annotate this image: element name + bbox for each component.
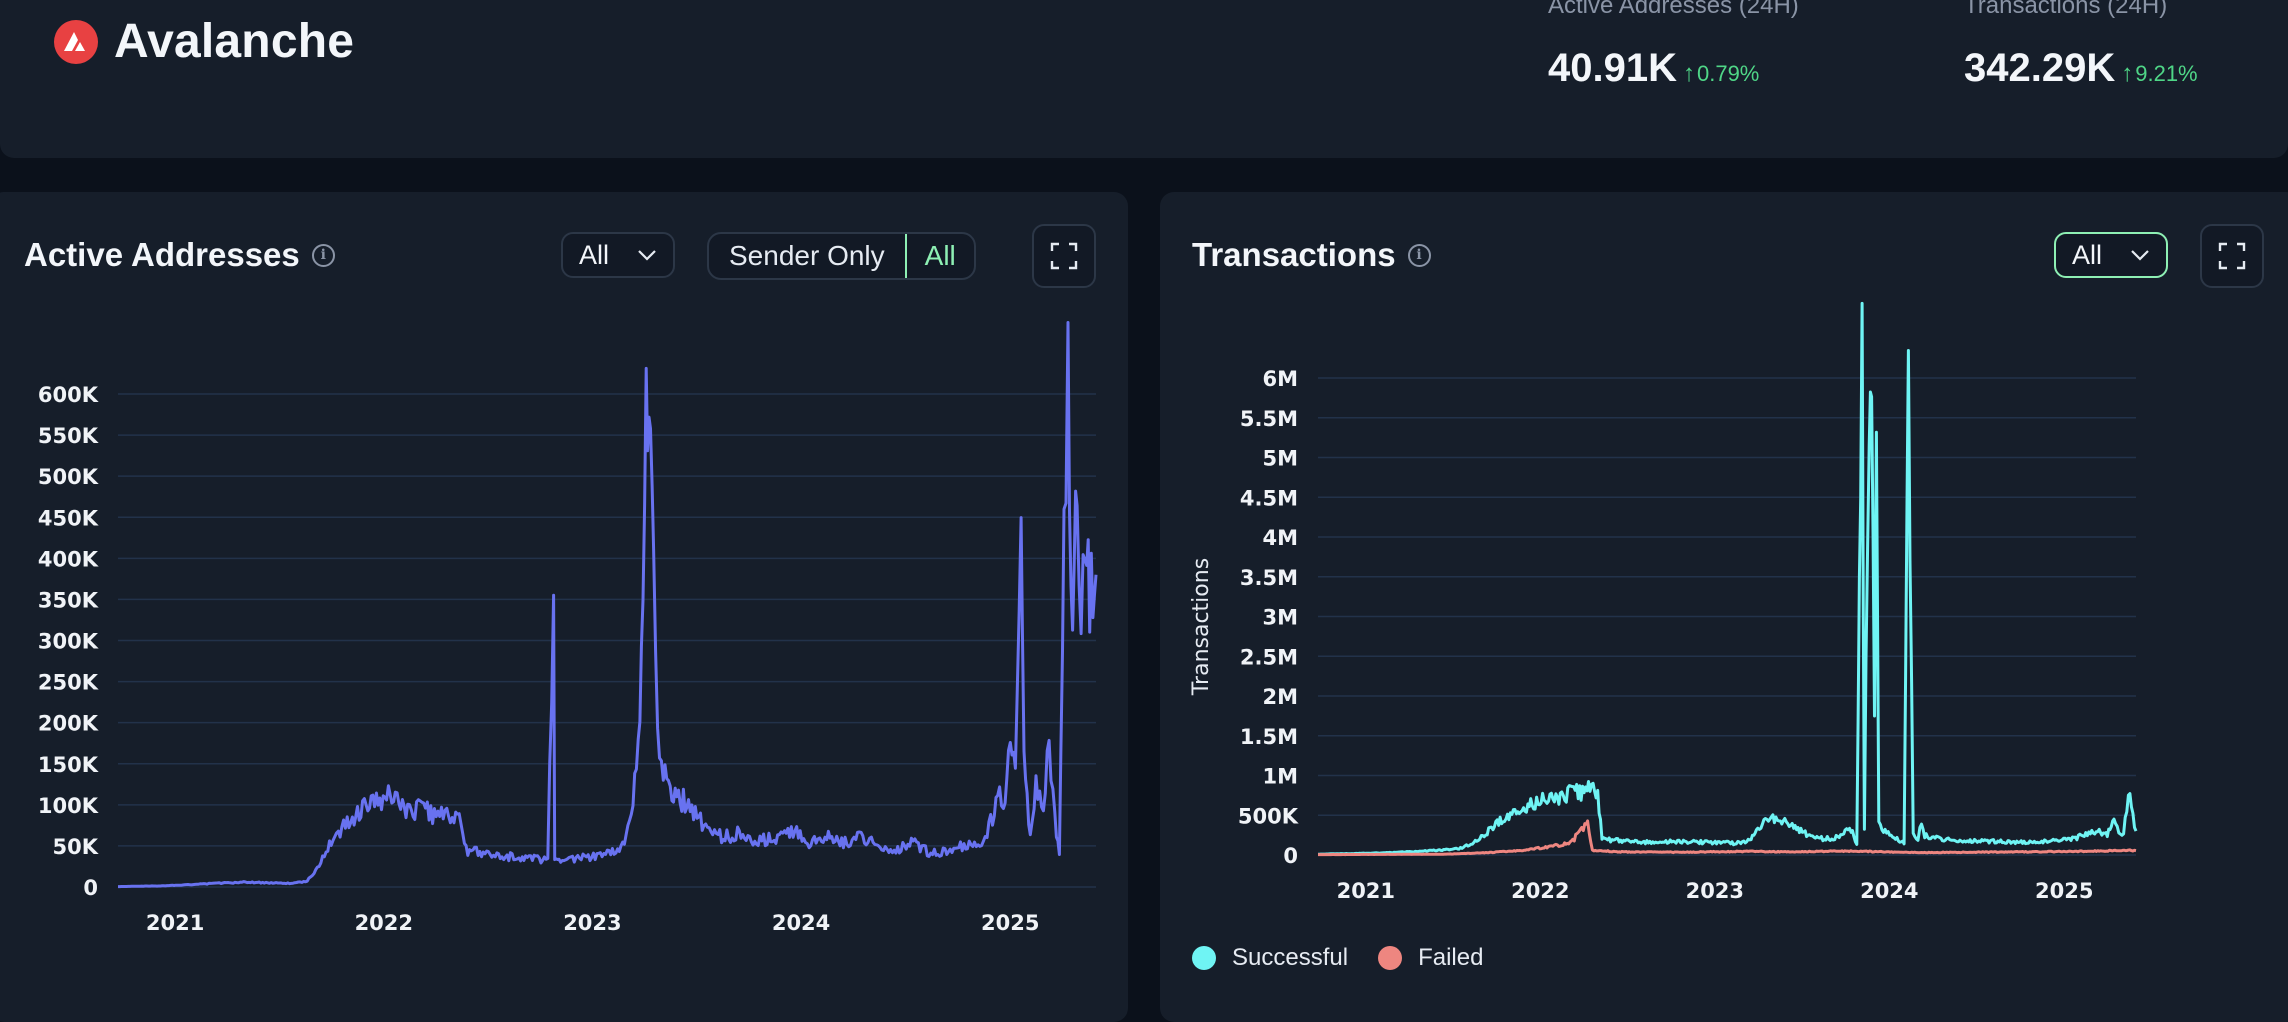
stat-transactions: Transactions (24H) 342.29K ↑ 9.21% xyxy=(1964,0,2198,91)
y-tick-label: 400K xyxy=(38,547,99,571)
legend-label: Failed xyxy=(1418,944,1484,971)
chevron-down-icon xyxy=(638,250,656,261)
legend-swatch xyxy=(1192,946,1216,970)
info-icon[interactable]: i xyxy=(311,243,335,267)
y-tick-label: 450K xyxy=(38,506,99,530)
y-tick-label: 50K xyxy=(53,835,99,859)
y-tick-label: 0 xyxy=(83,876,98,900)
sender-only-option[interactable]: Sender Only xyxy=(729,240,885,271)
stat-value: 342.29K xyxy=(1964,46,2116,90)
fullscreen-icon xyxy=(1050,242,1078,270)
x-tick-label: 2024 xyxy=(772,911,830,935)
range-dropdown[interactable]: All xyxy=(561,232,675,278)
y-tick-label: 1.5M xyxy=(1240,725,1298,749)
active-addresses-chart: 0 50K 100K 150K 200K 250K 300K 350K 400K 450K 500K… xyxy=(38,321,1098,935)
y-tick-label: 300K xyxy=(38,630,99,654)
arrow-up-icon: ↑ xyxy=(1682,60,1695,87)
y-tick-label: 3M xyxy=(1262,606,1298,630)
y-tick-label: 500K xyxy=(38,465,99,489)
legend-label: Successful xyxy=(1232,944,1349,971)
series-line xyxy=(118,321,1098,889)
legend-swatch xyxy=(1378,946,1403,970)
chain-name: Avalanche xyxy=(114,15,355,68)
all-option[interactable]: All xyxy=(904,234,974,278)
x-tick-label: 2022 xyxy=(355,911,413,935)
series-line xyxy=(1317,301,2138,856)
address-type-toggle: Sender Only All xyxy=(707,232,976,280)
y-tick-label: 4M xyxy=(1262,526,1298,550)
info-icon[interactable]: i xyxy=(1407,243,1431,267)
y-tick-label: 4.5M xyxy=(1240,486,1298,510)
y-tick-label: 200K xyxy=(38,712,99,736)
y-tick-label: 350K xyxy=(38,588,99,612)
chain-header: Avalanche Active Addresses (24H) 40.91K … xyxy=(0,0,2288,158)
y-tick-label: 550K xyxy=(38,424,99,448)
tx-fullscreen-button[interactable] xyxy=(2200,224,2264,288)
y-tick-label: 5.5M xyxy=(1240,407,1298,431)
range-dropdown-value: All xyxy=(579,239,610,270)
x-tick-label: 2023 xyxy=(1686,879,1744,903)
x-tick-label: 2021 xyxy=(146,911,204,935)
x-tick-label: 2022 xyxy=(1511,879,1569,903)
x-tick-label: 2021 xyxy=(1337,879,1395,903)
y-tick-label: 0 xyxy=(1283,844,1298,868)
y-axis-title: Transactions xyxy=(1189,558,1214,696)
x-tick-label: 2023 xyxy=(563,911,621,935)
y-tick-label: 250K xyxy=(38,671,99,695)
panel-title-text: Transactions xyxy=(1192,236,1396,273)
stat-change: ↑ 0.79% xyxy=(1683,60,1759,88)
tx-legend: Successful Failed xyxy=(1192,944,1513,972)
stat-change-value: 0.79% xyxy=(1696,61,1760,86)
panel-title-text: Active Addresses xyxy=(24,236,300,273)
transactions-panel xyxy=(1160,192,2288,1022)
y-tick-label: 2.5M xyxy=(1240,645,1298,669)
active-addresses-title: Active Addresses i xyxy=(24,236,335,274)
x-tick-label: 2024 xyxy=(1860,879,1918,903)
chevron-down-icon xyxy=(2131,250,2149,261)
tx-range-dropdown-value: All xyxy=(2072,239,2103,270)
arrow-up-icon: ↑ xyxy=(2121,60,2134,87)
fullscreen-icon xyxy=(2218,242,2246,270)
tx-range-dropdown[interactable]: All xyxy=(2054,232,2168,278)
stat-value: 40.91K xyxy=(1548,46,1677,90)
y-tick-label: 6M xyxy=(1262,367,1298,391)
stat-label: Transactions (24H) xyxy=(1964,0,2168,19)
y-tick-label: 500K xyxy=(1238,804,1299,828)
y-tick-label: 600K xyxy=(38,383,99,407)
fullscreen-button[interactable] xyxy=(1032,224,1096,288)
transactions-title: Transactions i xyxy=(1192,236,1431,274)
brand: Avalanche xyxy=(54,14,354,69)
x-tick-label: 2025 xyxy=(2035,879,2093,903)
y-tick-label: 1M xyxy=(1262,765,1298,789)
legend-successful[interactable]: Successful xyxy=(1192,944,1348,972)
stat-change: ↑ 9.21% xyxy=(2121,60,2197,88)
y-tick-label: 3.5M xyxy=(1240,566,1298,590)
x-tick-label: 2025 xyxy=(981,911,1039,935)
stat-label: Active Addresses (24H) xyxy=(1548,0,1799,19)
avalanche-logo-icon xyxy=(54,19,98,64)
y-tick-label: 150K xyxy=(38,753,99,777)
series-line xyxy=(1317,819,2137,857)
stat-active-addresses: Active Addresses (24H) 40.91K ↑ 0.79% xyxy=(1548,0,1799,91)
legend-failed[interactable]: Failed xyxy=(1378,944,1483,972)
transactions-chart: 0 500K 1M 1.5M 2M 2.5M 3M 3.5M 4M 4.5M 5M 5.5M 6M 202… xyxy=(1189,301,2138,903)
y-tick-label: 100K xyxy=(38,794,99,818)
y-tick-label: 2M xyxy=(1262,685,1298,709)
y-tick-label: 5M xyxy=(1262,447,1298,471)
stat-change-value: 9.21% xyxy=(2135,61,2198,86)
